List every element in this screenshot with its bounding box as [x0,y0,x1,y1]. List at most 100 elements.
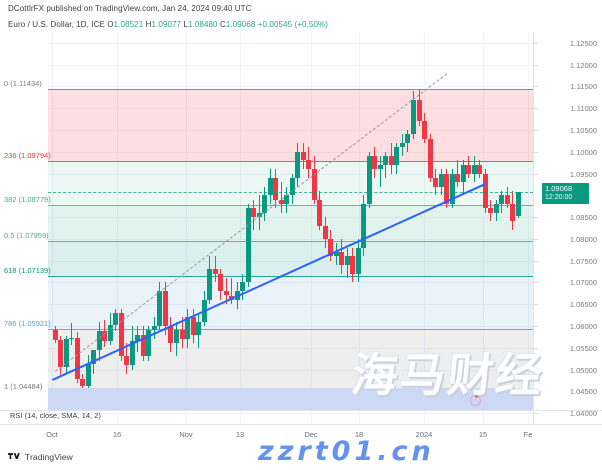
candle-body [163,291,168,326]
candle-wick [281,182,282,213]
price-gridline [48,369,533,371]
candle-body [361,204,366,248]
fibonacci-band [48,276,533,330]
candle-body [516,192,521,217]
price-axis-tick [534,413,538,415]
fibonacci-level-line [48,204,533,206]
candle-body [152,326,157,331]
price-axis-tick [534,86,538,88]
candle-body [444,173,449,205]
candle-body [279,199,284,205]
candle-body [64,339,69,367]
candle-body [218,273,223,292]
date-axis-label: 18 [354,430,364,439]
fibonacci-level-label: 786 (1.05921) [4,319,51,329]
fibonacci-level-label: 0 (1.11434) [4,79,42,89]
price-axis-tick [534,217,538,219]
candle-body [356,247,361,274]
price-gridline [48,260,533,262]
candle-body [224,291,229,296]
candle-body [461,164,466,183]
date-axis-label: 15 [478,430,488,439]
date-gridline [117,32,118,424]
price-axis-label: 1.10000 [569,147,597,157]
current-price-value: 1.09068 [545,184,573,194]
candle-body [58,339,63,367]
candle-body [466,164,471,174]
candle-body [312,169,317,200]
candle-body [130,340,135,366]
price-axis-tick [534,391,538,393]
price-axis-label: 1.12000 [569,60,597,70]
candle-body [290,177,295,196]
price-axis-label: 1.11500 [570,82,597,92]
candle-body [251,208,256,218]
candle-body [328,238,333,257]
fibonacci-level-label: 236 (1.09794) [4,150,51,160]
candle-body [273,177,278,200]
candle-body [113,312,118,326]
date-axis[interactable]: Oct 16 Nov 13 Dec 18 2024 15 Fe [0,424,602,447]
candle-body [483,173,488,209]
candle-body [394,147,399,165]
fibonacci-level-line [48,160,533,162]
candle-body [372,156,377,170]
candle-body [257,212,262,218]
candle-body [422,121,427,139]
candle-body [505,195,510,205]
price-gridline [48,108,533,110]
candle-body [339,251,344,266]
candle-body [168,326,173,344]
candle-body [488,208,493,213]
fibonacci-level-line [48,89,533,91]
attribution-text: DCottlrFX published on TradingView.com, … [8,4,252,13]
price-axis-label: 1.05500 [569,343,597,353]
price-axis-label: 1.07500 [569,256,597,266]
price-axis-tick [534,64,538,66]
candle-body [400,143,405,148]
date-gridline [359,32,360,424]
price-plot-area[interactable] [48,32,533,424]
candle-body [301,151,306,161]
candle-body [97,331,102,350]
fibonacci-level-label: 382 (1.08779) [4,194,51,204]
candle-body [306,160,311,170]
tradingview-footer: TradingView [8,452,73,462]
price-gridline [48,151,533,153]
rsi-indicator-label: RSI (14, close, SMA, 14, 2) [10,411,101,420]
price-gridline [48,238,533,240]
fibonacci-band [48,240,533,277]
price-axis-label: 1.07000 [569,278,597,288]
legend-open-label: O [107,20,114,29]
candle-body [53,330,58,340]
candle-wick [215,256,216,283]
candle-body [428,138,433,178]
price-axis-label: 1.10500 [569,126,597,135]
price-axis-label: 1.08500 [569,213,597,223]
candle-body [323,225,328,239]
current-price-tag[interactable]: 1.09068 12:20:00 [542,183,589,205]
candle-body [334,251,339,257]
price-axis[interactable]: 1.12500 1.12000 1.11500 1.11000 1.10500 1.100… [533,32,602,424]
candle-body [119,312,124,357]
date-axis-label: Oct [46,430,58,439]
price-axis-label: 1.09500 [569,169,597,179]
date-gridline [311,32,312,424]
candle-body [157,291,162,326]
legend-close-value: 1.09068 [225,20,256,29]
price-gridline [48,217,533,219]
fibonacci-level-label: 1 (1.04484) [4,382,43,392]
candle-body [417,99,422,122]
fibonacci-level-label: 0.5 (1.07959) [4,230,49,240]
fibonacci-level-line [48,276,533,278]
candle-body [510,204,515,222]
candle-body [69,338,74,340]
candle-body [135,334,140,341]
candle-body [102,331,107,341]
price-gridline [48,347,533,349]
price-axis-tick [534,326,538,327]
current-price-time: 12:20:00 [545,193,573,201]
candle-body [268,177,273,196]
candle-body [213,269,218,274]
candle-body [141,334,146,357]
